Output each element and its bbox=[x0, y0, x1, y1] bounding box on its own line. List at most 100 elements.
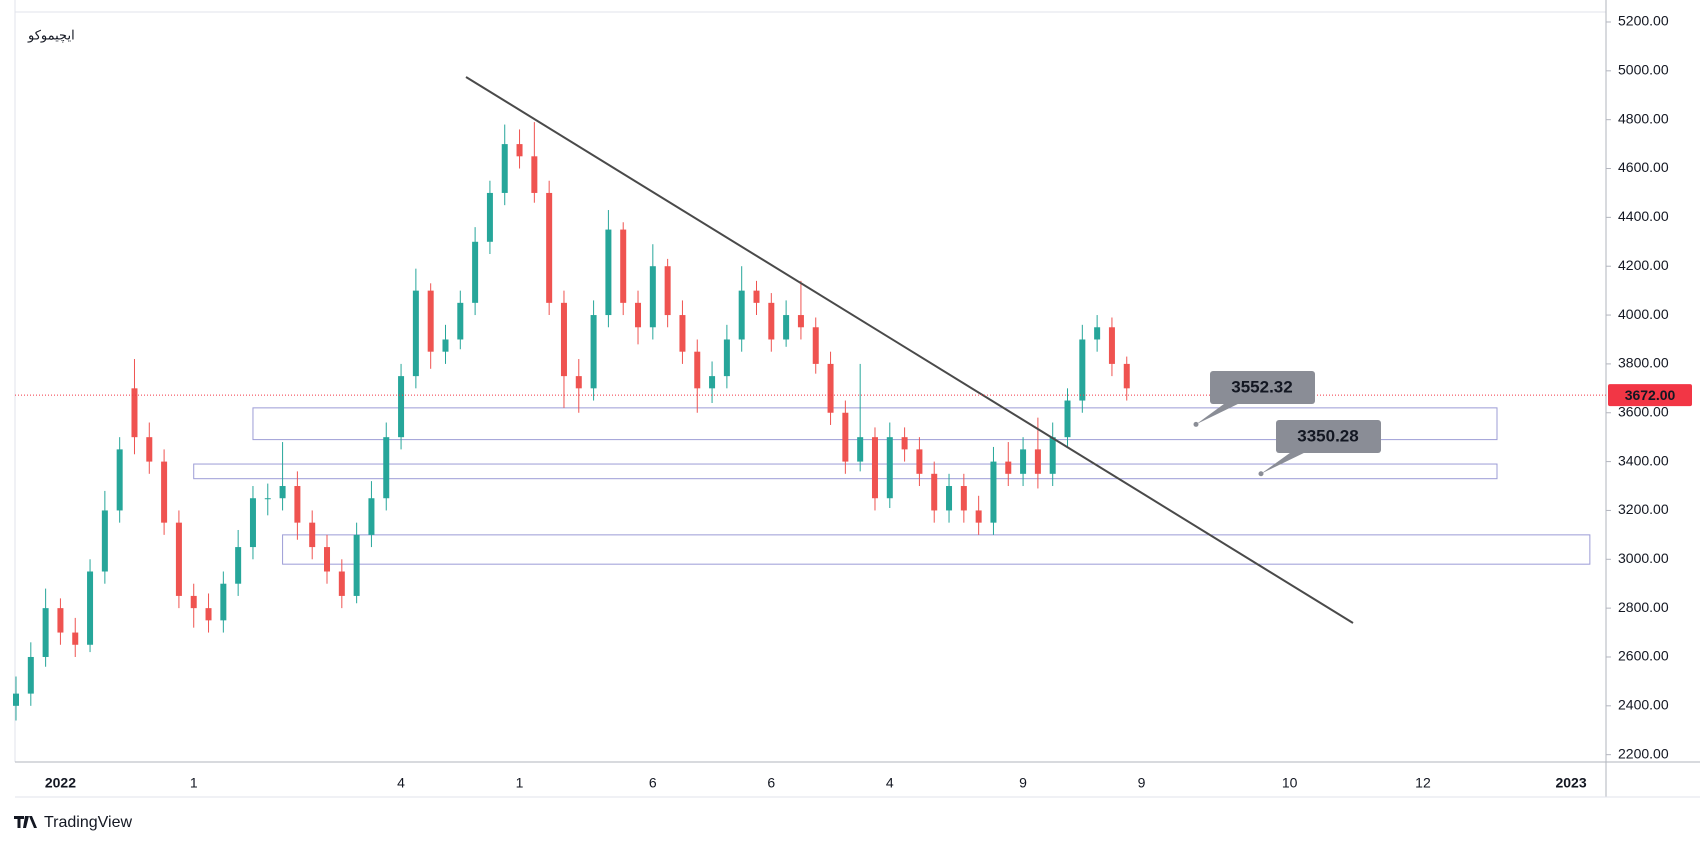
candle-body bbox=[324, 547, 331, 572]
last-price-box bbox=[1608, 384, 1692, 407]
logo-mark bbox=[14, 816, 37, 828]
callout-tip bbox=[1258, 471, 1264, 477]
candle-body bbox=[161, 461, 168, 523]
candle-body bbox=[412, 290, 419, 377]
x-tick-label: 6 bbox=[767, 775, 775, 791]
last-price-label: 3672.00 bbox=[1625, 387, 1676, 403]
candle-body bbox=[249, 498, 256, 548]
candle-body bbox=[42, 608, 49, 657]
candle-body bbox=[1064, 400, 1071, 438]
candle-body bbox=[575, 376, 582, 389]
candle-body bbox=[694, 351, 701, 389]
candle-body bbox=[635, 302, 642, 328]
y-tick-label: 5000.00 bbox=[1618, 62, 1669, 78]
candle-body bbox=[1123, 363, 1130, 389]
y-tick-label: 5200.00 bbox=[1618, 13, 1669, 29]
x-tick-label: 9 bbox=[1138, 775, 1146, 791]
candle-body bbox=[960, 486, 967, 511]
candle-body bbox=[294, 486, 301, 523]
candle-body bbox=[738, 290, 745, 340]
x-tick-label: 9 bbox=[1019, 775, 1027, 791]
candle-body bbox=[368, 498, 375, 535]
candle-body bbox=[383, 437, 390, 499]
candle-body bbox=[309, 522, 316, 548]
candle-body bbox=[605, 229, 612, 316]
callout-box bbox=[1210, 371, 1315, 404]
candle-body bbox=[664, 266, 671, 316]
candle-body bbox=[472, 241, 479, 303]
watermark: TradingView bbox=[44, 814, 132, 831]
candle-body bbox=[87, 571, 94, 645]
candle-body bbox=[916, 449, 923, 474]
candle-body bbox=[190, 595, 197, 609]
x-tick-label: 1 bbox=[516, 775, 524, 791]
candle-body bbox=[753, 290, 760, 303]
logo: TradingView bbox=[14, 814, 132, 831]
candle-body bbox=[531, 156, 538, 193]
x-tick-label: 1 bbox=[190, 775, 198, 791]
callout-label: 3552.32 bbox=[1231, 377, 1292, 396]
candle-body bbox=[1049, 437, 1056, 474]
candle-body bbox=[57, 608, 64, 633]
candle-body bbox=[486, 192, 493, 242]
candle-body bbox=[131, 388, 138, 438]
x-tick-label: 2022 bbox=[45, 775, 76, 791]
candle-body bbox=[220, 583, 227, 621]
candle-body bbox=[990, 461, 997, 523]
candle-body bbox=[279, 486, 286, 499]
y-tick-label: 3000.00 bbox=[1618, 550, 1669, 566]
callout-pointer bbox=[1261, 450, 1310, 474]
candle-body bbox=[975, 510, 982, 523]
candle-body bbox=[1034, 449, 1041, 474]
candle-body bbox=[886, 437, 893, 499]
zone bbox=[282, 534, 1591, 565]
y-tick-label: 4800.00 bbox=[1618, 110, 1669, 126]
y-tick-label: 4400.00 bbox=[1618, 208, 1669, 224]
candle-body bbox=[235, 547, 242, 584]
candle-body bbox=[901, 437, 908, 450]
candle-body bbox=[338, 571, 345, 596]
y-tick-label: 2200.00 bbox=[1618, 745, 1669, 761]
candle-body bbox=[101, 510, 108, 572]
candle-body bbox=[175, 522, 182, 596]
candle-body bbox=[560, 302, 567, 377]
candle-body bbox=[590, 315, 597, 389]
candle-body bbox=[116, 449, 123, 511]
y-tick-label: 3800.00 bbox=[1618, 355, 1669, 371]
x-tick-label: 4 bbox=[886, 775, 894, 791]
candle-body bbox=[1005, 461, 1012, 474]
candle-body bbox=[1094, 327, 1101, 340]
y-tick-label: 2400.00 bbox=[1618, 697, 1669, 713]
candle-body bbox=[679, 315, 686, 352]
candle-body bbox=[546, 192, 553, 303]
callout-label: 3350.28 bbox=[1297, 426, 1358, 445]
candle-body bbox=[723, 339, 730, 377]
y-tick-label: 4600.00 bbox=[1618, 159, 1669, 175]
x-tick-label: 4 bbox=[397, 775, 405, 791]
x-tick-label: 10 bbox=[1282, 775, 1298, 791]
x-tick-label: 12 bbox=[1415, 775, 1431, 791]
candle-body bbox=[501, 144, 508, 193]
candle-body bbox=[1079, 339, 1086, 401]
candle-body bbox=[516, 144, 523, 157]
y-tick-label: 3400.00 bbox=[1618, 452, 1669, 468]
callout-pointer bbox=[1196, 401, 1244, 425]
candle-body bbox=[931, 473, 938, 511]
candle-body bbox=[842, 412, 849, 462]
candle-body bbox=[827, 363, 834, 413]
callout-box bbox=[1276, 420, 1381, 453]
candle-body bbox=[146, 437, 153, 462]
y-tick-label: 2800.00 bbox=[1618, 599, 1669, 615]
candle-body bbox=[1108, 327, 1115, 364]
y-tick-label: 3600.00 bbox=[1618, 403, 1669, 419]
y-tick-label: 3200.00 bbox=[1618, 501, 1669, 517]
candle-body bbox=[264, 498, 271, 500]
candle-body bbox=[398, 376, 405, 438]
candles bbox=[13, 122, 1130, 721]
candle-body bbox=[427, 290, 434, 352]
candle-body bbox=[457, 302, 464, 340]
candle-body bbox=[812, 327, 819, 364]
candle-body bbox=[72, 632, 79, 645]
